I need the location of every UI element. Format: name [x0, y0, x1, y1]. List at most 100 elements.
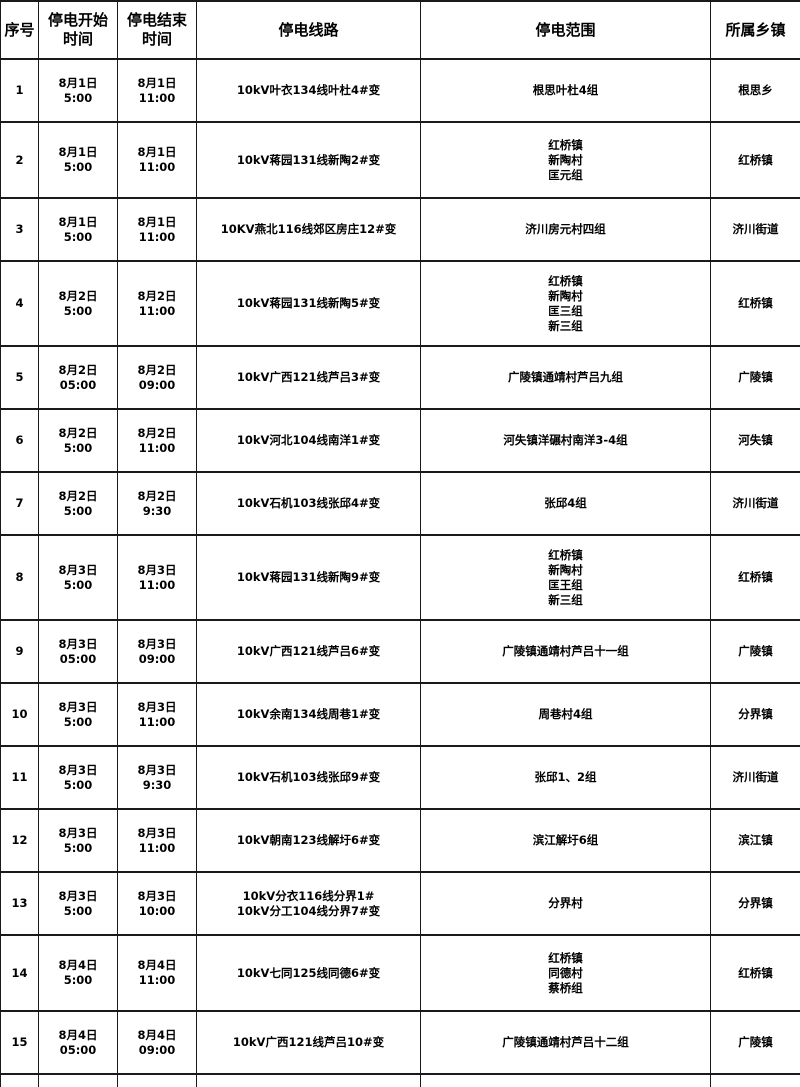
cell-line: 10kV广西121线芦吕6#变 [197, 620, 421, 683]
cell-line [197, 1074, 421, 1087]
cell-end-time: 8月4日 11:00 [118, 935, 197, 1011]
cell-line: 10kV七同125线同德6#变 [197, 935, 421, 1011]
cell-end-time: 8月1日 11:00 [118, 198, 197, 261]
cell-index: 12 [1, 809, 39, 872]
cell-index: 1 [1, 59, 39, 122]
cell-start-time [39, 1074, 118, 1087]
cell-township: 济川街道 [711, 198, 800, 261]
cell-township: 红桥镇 [711, 122, 800, 198]
cell-index: 5 [1, 346, 39, 409]
cell-start-time: 8月4日 05:00 [39, 1011, 118, 1074]
cell-range: 广陵镇通靖村芦吕十二组 [421, 1011, 711, 1074]
cell-line: 10kV石机103线张邱9#变 [197, 746, 421, 809]
cell-township: 河失镇 [711, 409, 800, 472]
cell-end-time: 8月3日 10:00 [118, 872, 197, 935]
cell-line: 10kV朝南123线解圩6#变 [197, 809, 421, 872]
header-line: 停电线路 [197, 1, 421, 59]
cell-line: 10kV石机103线张邱4#变 [197, 472, 421, 535]
cell-end-time: 8月2日 09:00 [118, 346, 197, 409]
cell-start-time: 8月2日 5:00 [39, 472, 118, 535]
cell-index [1, 1074, 39, 1087]
header-end-time: 停电结束时间 [118, 1, 197, 59]
cell-township: 根思乡 [711, 59, 800, 122]
cell-line: 10kV分衣116线分界1# 10kV分工104线分界7#变 [197, 872, 421, 935]
cell-range: 周巷村4组 [421, 683, 711, 746]
cell-line: 10kV广西121线芦吕10#变 [197, 1011, 421, 1074]
cell-end-time: 8月3日 11:00 [118, 535, 197, 620]
cell-township: 济川街道 [711, 472, 800, 535]
cell-index: 4 [1, 261, 39, 346]
cell-index: 15 [1, 1011, 39, 1074]
cell-end-time: 8月4日 09:00 [118, 1011, 197, 1074]
cell-line: 10kV叶衣134线叶杜4#变 [197, 59, 421, 122]
header-township: 所属乡镇 [711, 1, 800, 59]
cell-range [421, 1074, 711, 1087]
cell-township: 滨江镇 [711, 809, 800, 872]
cell-index: 9 [1, 620, 39, 683]
cell-line: 10kV蒋园131线新陶9#变 [197, 535, 421, 620]
cell-start-time: 8月1日 5:00 [39, 59, 118, 122]
cell-range: 张邱1、2组 [421, 746, 711, 809]
cell-end-time: 8月2日 11:00 [118, 261, 197, 346]
cell-end-time: 8月2日 11:00 [118, 409, 197, 472]
cell-range: 红桥镇 新陶村 匡三组 新三组 [421, 261, 711, 346]
cell-start-time: 8月2日 5:00 [39, 261, 118, 346]
cell-end-time: 8月2日 9:30 [118, 472, 197, 535]
cell-start-time: 8月2日 05:00 [39, 346, 118, 409]
table-header: 序号 停电开始时间 停电结束时间 停电线路 停电范围 所属乡镇 [1, 1, 800, 59]
cell-township: 分界镇 [711, 872, 800, 935]
cell-index: 13 [1, 872, 39, 935]
cell-index: 8 [1, 535, 39, 620]
cell-township: 广陵镇 [711, 346, 800, 409]
header-start-time: 停电开始时间 [39, 1, 118, 59]
cell-start-time: 8月4日 5:00 [39, 935, 118, 1011]
cell-township: 红桥镇 [711, 935, 800, 1011]
table-row-partial [1, 1074, 800, 1087]
cell-range: 济川房元村四组 [421, 198, 711, 261]
cell-range: 滨江解圩6组 [421, 809, 711, 872]
cell-township: 济川街道 [711, 746, 800, 809]
cell-range: 广陵镇通靖村芦吕十一组 [421, 620, 711, 683]
cell-range: 根思叶杜4组 [421, 59, 711, 122]
cell-end-time: 8月3日 09:00 [118, 620, 197, 683]
header-index: 序号 [1, 1, 39, 59]
cell-start-time: 8月3日 5:00 [39, 746, 118, 809]
cell-index: 14 [1, 935, 39, 1011]
cell-range: 张邱4组 [421, 472, 711, 535]
cell-township: 广陵镇 [711, 620, 800, 683]
cell-end-time: 8月1日 11:00 [118, 122, 197, 198]
cell-start-time: 8月2日 5:00 [39, 409, 118, 472]
cell-start-time: 8月3日 5:00 [39, 535, 118, 620]
cell-end-time: 8月1日 11:00 [118, 59, 197, 122]
cell-start-time: 8月3日 5:00 [39, 872, 118, 935]
cell-index: 10 [1, 683, 39, 746]
cell-range: 红桥镇 同德村 蔡桥组 [421, 935, 711, 1011]
header-row: 序号 停电开始时间 停电结束时间 停电线路 停电范围 所属乡镇 [1, 1, 800, 59]
cell-end-time [118, 1074, 197, 1087]
cell-range: 分界村 [421, 872, 711, 935]
cell-end-time: 8月3日 11:00 [118, 683, 197, 746]
cell-index: 11 [1, 746, 39, 809]
cell-index: 7 [1, 472, 39, 535]
cell-township [711, 1074, 800, 1087]
cell-start-time: 8月1日 5:00 [39, 122, 118, 198]
cell-end-time: 8月3日 11:00 [118, 809, 197, 872]
cell-township: 红桥镇 [711, 535, 800, 620]
cell-line: 10kV余南134线周巷1#变 [197, 683, 421, 746]
cell-line: 10KV燕北116线郊区房庄12#变 [197, 198, 421, 261]
cell-line: 10kV河北104线南洋1#变 [197, 409, 421, 472]
